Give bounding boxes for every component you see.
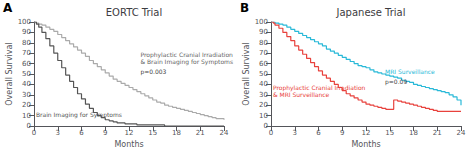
svg-text:50: 50 [22,70,31,78]
svg-text:9: 9 [103,129,107,137]
svg-text:18: 18 [409,129,418,137]
svg-text:3: 3 [293,129,297,137]
svg-text:Prophylactic Cranial Irradiati: Prophylactic Cranial Irradiation [272,84,366,92]
svg-text:60: 60 [259,60,268,68]
svg-text:Overall Survival: Overall Survival [5,42,14,105]
svg-text:0: 0 [264,122,268,130]
svg-text:Months: Months [114,140,143,149]
svg-text:70: 70 [259,49,268,57]
svg-text:20: 20 [259,101,268,109]
svg-text:EORTC Trial: EORTC Trial [106,7,163,18]
svg-text:A: A [3,1,13,15]
svg-text:30: 30 [22,91,31,99]
svg-text:20: 20 [22,101,31,109]
svg-text:& MRI Surveillance: & MRI Surveillance [273,91,330,98]
svg-text:80: 80 [22,39,31,47]
svg-text:6: 6 [316,129,321,137]
svg-text:Months: Months [351,140,380,149]
svg-text:Overall Survival: Overall Survival [242,42,251,105]
svg-text:21: 21 [196,129,205,137]
svg-text:12: 12 [125,129,134,137]
svg-text:70: 70 [22,49,31,57]
svg-text:40: 40 [259,80,268,88]
svg-text:100: 100 [18,18,31,26]
svg-text:Prophylactic Cranial Irradiati: Prophylactic Cranial Irradiation [140,51,233,59]
svg-text:100: 100 [255,18,268,26]
svg-text:30: 30 [259,91,268,99]
svg-text:40: 40 [22,80,31,88]
svg-text:0: 0 [269,129,273,137]
svg-text:10: 10 [22,112,31,120]
svg-text:Brain Imaging for Symptoms: Brain Imaging for Symptoms [36,111,122,119]
svg-text:80: 80 [259,39,268,47]
svg-text:B: B [240,1,249,15]
svg-text:3: 3 [56,129,60,137]
svg-text:24: 24 [220,129,229,137]
svg-text:90: 90 [259,28,268,36]
svg-text:60: 60 [22,60,31,68]
svg-text:6: 6 [79,129,84,137]
svg-text:Japanese Trial: Japanese Trial [335,7,405,18]
svg-text:& Brain Imaging for Symptoms: & Brain Imaging for Symptoms [140,58,233,66]
svg-text:10: 10 [259,112,268,120]
svg-text:15: 15 [148,129,157,137]
svg-text:p=0.003: p=0.003 [140,68,166,76]
svg-text:18: 18 [172,129,181,137]
svg-text:0: 0 [32,129,36,137]
svg-text:9: 9 [340,129,344,137]
svg-text:15: 15 [385,129,394,137]
svg-text:50: 50 [259,70,268,78]
svg-text:21: 21 [433,129,442,137]
svg-text:0: 0 [27,122,31,130]
svg-text:90: 90 [22,28,31,36]
svg-text:p=0.09: p=0.09 [385,78,407,86]
svg-text:24: 24 [457,129,466,137]
svg-text:MRI Surveillance: MRI Surveillance [385,68,435,75]
svg-text:12: 12 [362,129,371,137]
